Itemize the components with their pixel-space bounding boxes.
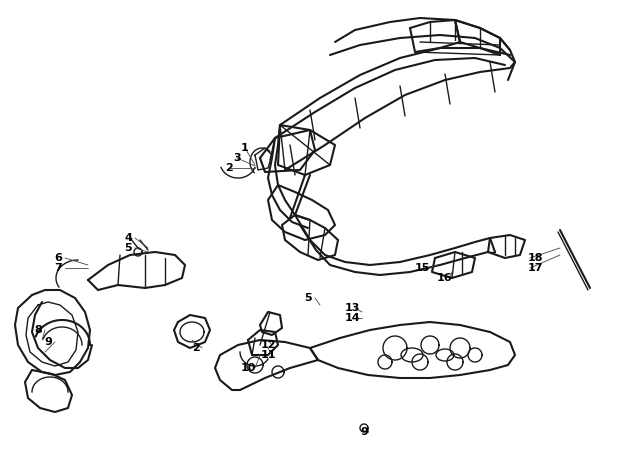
Text: 5: 5 — [304, 293, 312, 303]
Text: 16: 16 — [436, 273, 452, 283]
Text: 9: 9 — [44, 337, 52, 347]
Text: 13: 13 — [344, 303, 360, 313]
Text: 4: 4 — [124, 233, 132, 243]
Text: 7: 7 — [54, 263, 62, 273]
Text: 1: 1 — [241, 143, 249, 153]
Text: 18: 18 — [527, 253, 542, 263]
Text: 12: 12 — [260, 340, 276, 350]
Text: 8: 8 — [34, 325, 42, 335]
Text: 17: 17 — [527, 263, 542, 273]
Text: 2: 2 — [225, 163, 233, 173]
Text: 15: 15 — [415, 263, 430, 273]
Text: 2: 2 — [192, 343, 200, 353]
Text: 5: 5 — [124, 243, 132, 253]
Text: 9: 9 — [360, 427, 368, 437]
Text: 6: 6 — [54, 253, 62, 263]
Text: 3: 3 — [233, 153, 241, 163]
Text: 14: 14 — [344, 313, 360, 323]
Text: 11: 11 — [260, 350, 276, 360]
Text: 10: 10 — [241, 363, 256, 373]
